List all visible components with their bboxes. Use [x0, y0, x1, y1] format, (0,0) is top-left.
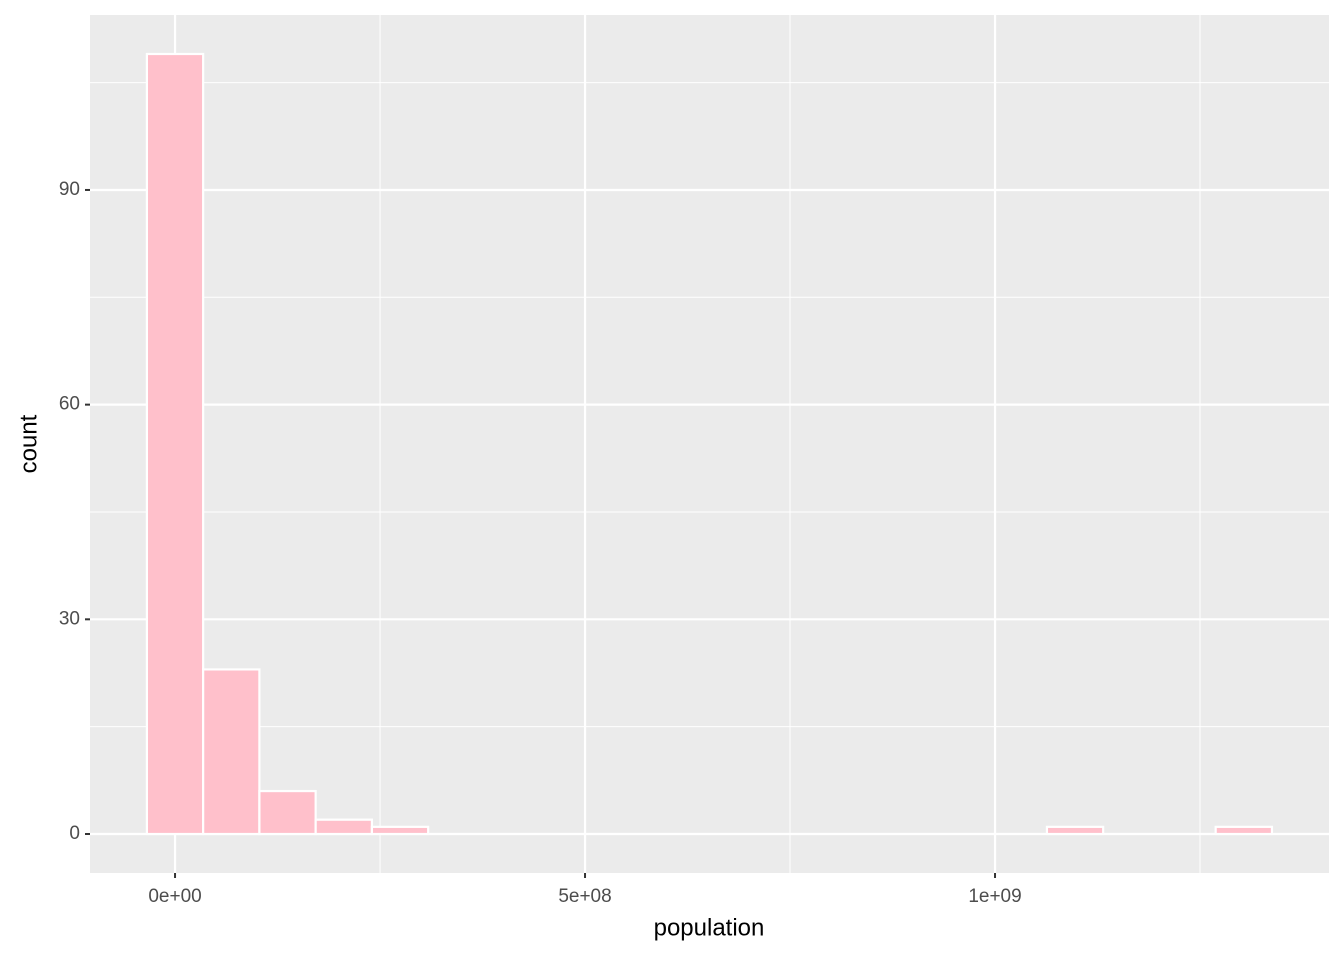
panel [90, 15, 1329, 873]
y-tick-label: 60 [59, 394, 80, 415]
y-axis-title: count [15, 414, 42, 473]
bar [370, 825, 430, 836]
x-tick-label: 0e+00 [148, 886, 201, 907]
x-tick-label: 1e+09 [968, 886, 1021, 907]
x-tick-label: 5e+08 [558, 886, 611, 907]
y-tick-label: 0 [69, 823, 80, 844]
bar [145, 52, 205, 836]
bar [314, 818, 374, 836]
y-tick-label: 30 [59, 608, 80, 629]
y-tick-label: 90 [59, 179, 80, 200]
bar [1214, 825, 1274, 836]
bar [258, 789, 317, 836]
bar [202, 668, 261, 836]
bar [1045, 825, 1105, 836]
x-axis-title: population [654, 914, 765, 941]
